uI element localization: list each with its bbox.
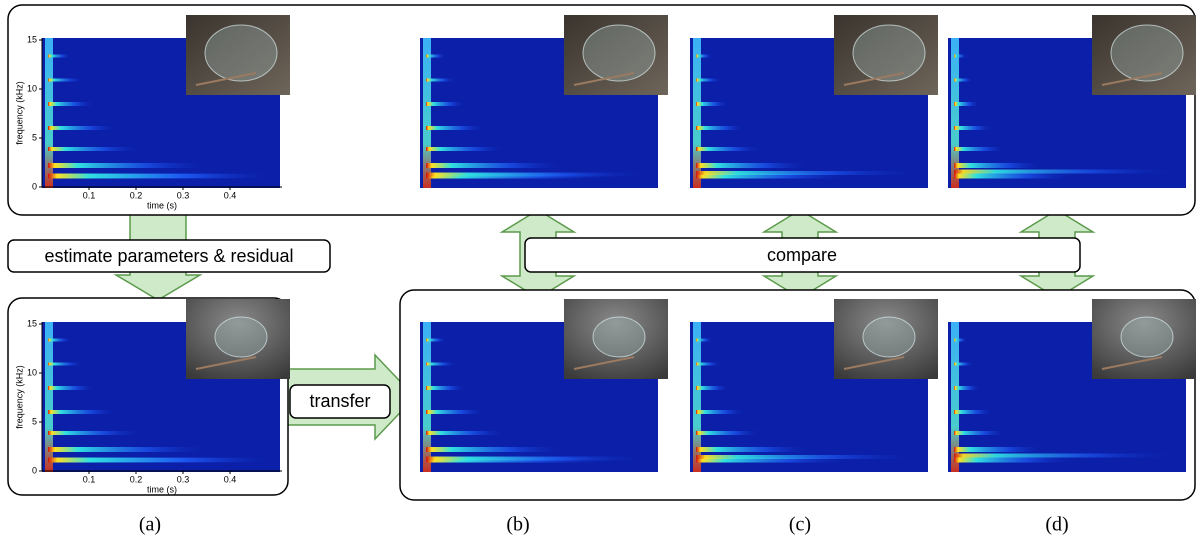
y-tick-label: 15 xyxy=(27,34,37,44)
harmonic xyxy=(954,79,974,82)
harmonic xyxy=(696,339,713,342)
y-tick-label: 5 xyxy=(32,132,37,142)
bubble xyxy=(215,317,267,357)
harmonic xyxy=(426,447,568,452)
harmonic xyxy=(426,163,568,168)
harmonic xyxy=(954,431,1006,435)
harmonic xyxy=(426,79,456,82)
harmonic xyxy=(954,339,967,342)
fundamental xyxy=(954,170,1184,174)
harmonic xyxy=(48,147,143,151)
harmonic xyxy=(48,363,84,366)
fundamental xyxy=(696,171,926,175)
harmonic xyxy=(48,386,96,390)
harmonic xyxy=(696,147,763,151)
harmonic xyxy=(696,447,813,452)
harmonic xyxy=(426,126,487,130)
bubble xyxy=(863,317,915,357)
fundamental xyxy=(48,458,278,462)
x-tick-label: 0.4 xyxy=(224,190,237,200)
harmonic xyxy=(426,339,446,342)
bubble xyxy=(593,317,645,357)
fundamental xyxy=(696,455,926,459)
harmonic xyxy=(954,147,1006,151)
harmonic xyxy=(48,410,119,414)
harmonic xyxy=(426,410,487,414)
step-label: compare xyxy=(767,245,837,265)
y-tick-label: 10 xyxy=(27,367,37,377)
fundamental xyxy=(48,174,278,178)
y-tick-label: 0 xyxy=(32,181,37,191)
step-label: transfer xyxy=(309,391,370,411)
harmonic xyxy=(48,79,84,82)
harmonic xyxy=(954,447,1046,452)
harmonic xyxy=(696,102,729,106)
y-tick-label: 15 xyxy=(27,318,37,328)
x-tick-label: 0.1 xyxy=(83,474,96,484)
fundamental xyxy=(954,454,1184,458)
x-tick-label: 0.3 xyxy=(177,474,190,484)
harmonic xyxy=(696,386,729,390)
fundamental xyxy=(426,173,656,177)
y-axis-label: frequency (kHz) xyxy=(14,81,24,145)
x-tick-label: 0.1 xyxy=(83,190,96,200)
y-axis-label: frequency (kHz) xyxy=(14,365,24,429)
fundamental xyxy=(426,457,656,461)
y-tick-label: 10 xyxy=(27,83,37,93)
x-axis-label: time (s) xyxy=(147,200,177,210)
harmonic xyxy=(954,55,967,58)
harmonic xyxy=(954,102,980,106)
x-tick-label: 0.2 xyxy=(130,474,143,484)
x-tick-label: 0.2 xyxy=(130,190,143,200)
bubble xyxy=(1111,25,1183,81)
harmonic xyxy=(48,55,72,58)
harmonic xyxy=(696,126,746,130)
x-tick-label: 0.4 xyxy=(224,474,237,484)
harmonic xyxy=(954,386,980,390)
harmonic xyxy=(696,79,721,82)
harmonic xyxy=(426,386,466,390)
harmonic xyxy=(426,55,446,58)
harmonic xyxy=(48,447,215,452)
harmonic xyxy=(426,363,456,366)
harmonic xyxy=(954,363,974,366)
y-tick-label: 0 xyxy=(32,465,37,475)
harmonic xyxy=(954,458,1078,463)
x-tick-label: 0.3 xyxy=(177,190,190,200)
harmonic xyxy=(426,102,466,106)
bubble xyxy=(1121,317,1173,357)
harmonic xyxy=(954,126,993,130)
figure: 15 10 5 0 0.1 0.2 0.3 0.4 time (s) frequency (kHz… xyxy=(0,0,1199,543)
harmonic xyxy=(954,174,1078,179)
y-tick-label: 5 xyxy=(32,416,37,426)
harmonic xyxy=(48,339,72,342)
bubble xyxy=(205,25,277,81)
harmonic xyxy=(696,363,721,366)
caption: (a) xyxy=(139,514,161,536)
harmonic xyxy=(696,431,763,435)
harmonic xyxy=(954,163,1046,168)
harmonic xyxy=(954,410,993,414)
harmonic xyxy=(696,410,746,414)
x-axis-label: time (s) xyxy=(147,484,177,494)
harmonic xyxy=(696,163,813,168)
harmonic xyxy=(48,431,143,435)
bubble xyxy=(583,25,655,81)
harmonic xyxy=(696,55,713,58)
caption: (b) xyxy=(506,514,529,536)
harmonic xyxy=(426,147,507,151)
harmonic xyxy=(48,163,215,168)
bubble xyxy=(853,25,925,81)
caption: (c) xyxy=(789,514,811,536)
harmonic xyxy=(48,102,96,106)
caption: (d) xyxy=(1045,514,1068,536)
harmonic xyxy=(48,126,119,130)
harmonic xyxy=(426,431,507,435)
step-label: estimate parameters & residual xyxy=(44,246,293,266)
